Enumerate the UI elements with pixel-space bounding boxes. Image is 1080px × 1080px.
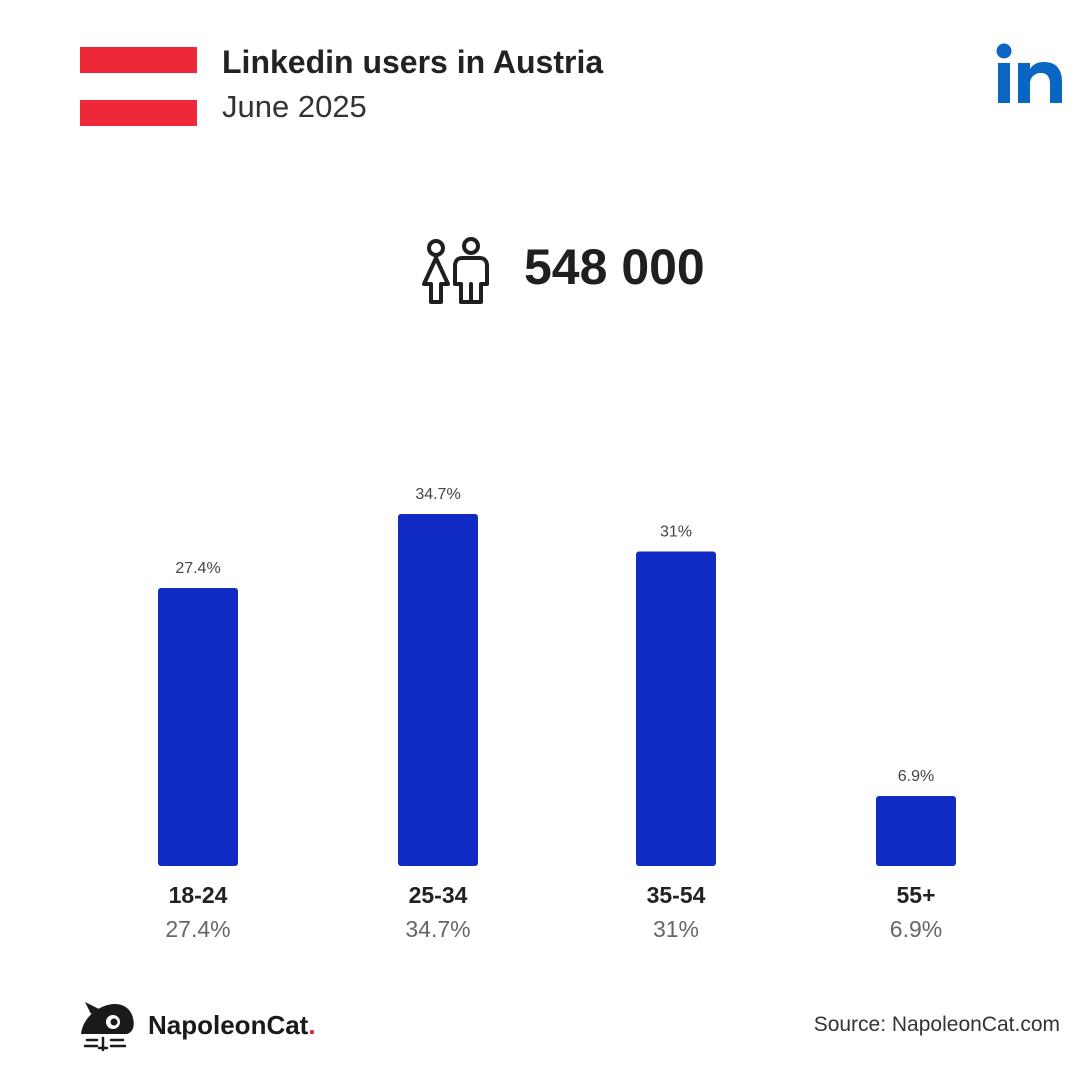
bar-25-34	[398, 514, 478, 866]
bar-data-label: 6.9%	[898, 768, 934, 785]
napoleoncat-logo-icon	[81, 1002, 134, 1052]
category-label: 18-24	[168, 882, 228, 908]
bar-data-label: 31%	[660, 524, 692, 541]
category-value: 34.7%	[405, 916, 471, 942]
brand-name: NapoleonCat.	[148, 1010, 316, 1041]
age-distribution-chart: 27.4% 34.7% 31% 6.9%	[158, 486, 956, 866]
linkedin-logo-icon	[996, 43, 1062, 103]
category-value: 31%	[652, 916, 700, 942]
page-subtitle: June 2025	[222, 89, 367, 124]
category-label: 55+	[896, 882, 936, 908]
page-title: Linkedin users in Austria	[222, 44, 604, 80]
category-value: 27.4%	[165, 916, 231, 942]
category-value: 6.9%	[889, 916, 943, 942]
bar-35-54	[636, 551, 716, 866]
users-icon	[422, 237, 489, 304]
flag-stripe-top	[80, 47, 197, 74]
source-text: Source: NapoleonCat.com	[813, 1013, 1060, 1036]
bar-18-24	[158, 588, 238, 866]
austria-flag-icon	[80, 47, 197, 126]
flag-stripe-bottom	[80, 99, 197, 126]
category-label: 25-34	[408, 882, 468, 908]
brand-dot: .	[308, 1010, 316, 1040]
total-users-value: 548 000	[524, 239, 705, 295]
brand-name-text: NapoleonCat	[148, 1010, 309, 1040]
bar-55+	[876, 796, 956, 866]
bar-data-label: 34.7%	[415, 486, 460, 503]
category-label: 35-54	[646, 882, 706, 908]
flag-stripe-middle	[80, 73, 197, 100]
bar-data-label: 27.4%	[175, 560, 220, 577]
